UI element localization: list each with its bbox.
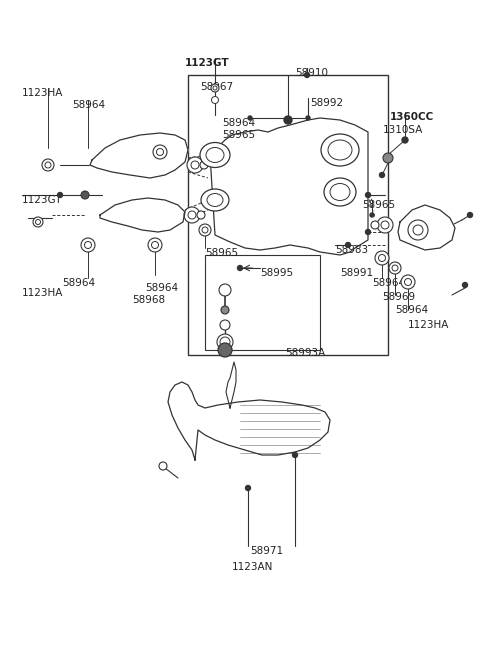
Circle shape (200, 161, 208, 169)
Circle shape (248, 116, 252, 120)
Circle shape (36, 219, 40, 225)
Circle shape (33, 217, 43, 227)
Circle shape (184, 207, 200, 223)
Circle shape (377, 217, 393, 233)
Text: 1123HA: 1123HA (22, 88, 63, 98)
Circle shape (156, 148, 164, 156)
Text: 58967: 58967 (200, 82, 233, 92)
Polygon shape (90, 133, 188, 178)
Circle shape (375, 251, 389, 265)
Circle shape (371, 221, 379, 229)
Text: 1360CC: 1360CC (390, 112, 434, 122)
Polygon shape (210, 118, 368, 255)
Circle shape (191, 161, 199, 169)
Circle shape (217, 334, 233, 350)
Circle shape (389, 262, 401, 274)
Text: 58964: 58964 (145, 283, 178, 293)
Circle shape (152, 242, 158, 248)
Circle shape (220, 320, 230, 330)
Circle shape (199, 224, 211, 236)
Circle shape (42, 159, 54, 171)
Text: 1123AN: 1123AN (232, 562, 274, 572)
Text: 58965: 58965 (205, 248, 238, 258)
Text: 1123GT: 1123GT (185, 58, 229, 68)
Text: 58965: 58965 (362, 200, 395, 210)
Text: 58910: 58910 (295, 68, 328, 78)
Text: 58964: 58964 (372, 278, 405, 288)
Circle shape (392, 265, 398, 271)
Circle shape (45, 162, 51, 168)
Circle shape (284, 116, 292, 124)
Text: 58964: 58964 (72, 100, 105, 110)
Text: 1123HA: 1123HA (408, 320, 449, 330)
Circle shape (159, 462, 167, 470)
Text: 58968: 58968 (132, 295, 165, 305)
Polygon shape (168, 382, 330, 460)
Circle shape (221, 306, 229, 314)
Circle shape (381, 221, 389, 229)
Circle shape (218, 343, 232, 357)
Text: 58964: 58964 (62, 278, 95, 288)
Ellipse shape (321, 134, 359, 166)
Ellipse shape (328, 140, 352, 160)
Circle shape (202, 227, 208, 233)
Text: 58964: 58964 (222, 118, 255, 128)
Circle shape (238, 265, 242, 271)
Text: 58991: 58991 (340, 268, 373, 278)
Ellipse shape (207, 194, 223, 206)
Text: 58964: 58964 (395, 305, 428, 315)
Circle shape (188, 211, 196, 219)
Text: 58995: 58995 (260, 268, 293, 278)
Circle shape (370, 213, 374, 217)
Circle shape (187, 157, 203, 173)
Circle shape (211, 84, 219, 92)
Bar (205, 255, 320, 350)
Circle shape (58, 193, 62, 198)
Circle shape (306, 116, 310, 120)
Circle shape (292, 453, 298, 457)
Circle shape (405, 279, 411, 286)
Ellipse shape (330, 183, 350, 200)
Circle shape (148, 238, 162, 252)
Circle shape (408, 220, 428, 240)
Bar (188, 75, 388, 355)
Circle shape (402, 137, 408, 143)
Polygon shape (100, 198, 185, 232)
Circle shape (379, 254, 385, 261)
Circle shape (219, 284, 231, 296)
Ellipse shape (324, 178, 356, 206)
Circle shape (304, 72, 310, 78)
Polygon shape (398, 205, 455, 250)
Text: 1123HA: 1123HA (22, 288, 63, 298)
Text: 58969: 58969 (382, 292, 415, 302)
Circle shape (212, 97, 218, 104)
Circle shape (153, 145, 167, 159)
Circle shape (463, 283, 468, 288)
Text: 58965: 58965 (222, 130, 255, 140)
Circle shape (245, 486, 251, 491)
Circle shape (81, 191, 89, 199)
Circle shape (365, 229, 371, 235)
Circle shape (220, 337, 230, 347)
Circle shape (84, 242, 92, 248)
Circle shape (365, 193, 371, 198)
Ellipse shape (206, 148, 224, 162)
Circle shape (468, 212, 472, 217)
Circle shape (197, 211, 205, 219)
Circle shape (413, 225, 423, 235)
Text: 58992: 58992 (310, 98, 343, 108)
Text: 58993A: 58993A (285, 348, 325, 358)
Circle shape (401, 275, 415, 289)
Ellipse shape (200, 143, 230, 168)
Text: 1310SA: 1310SA (383, 125, 423, 135)
Circle shape (346, 242, 350, 248)
Text: 1123GT: 1123GT (22, 195, 62, 205)
Circle shape (383, 153, 393, 163)
Text: 58983: 58983 (335, 245, 368, 255)
Circle shape (81, 238, 95, 252)
Text: 58971: 58971 (250, 546, 283, 556)
Circle shape (213, 86, 217, 90)
Ellipse shape (201, 189, 229, 211)
Circle shape (380, 173, 384, 177)
